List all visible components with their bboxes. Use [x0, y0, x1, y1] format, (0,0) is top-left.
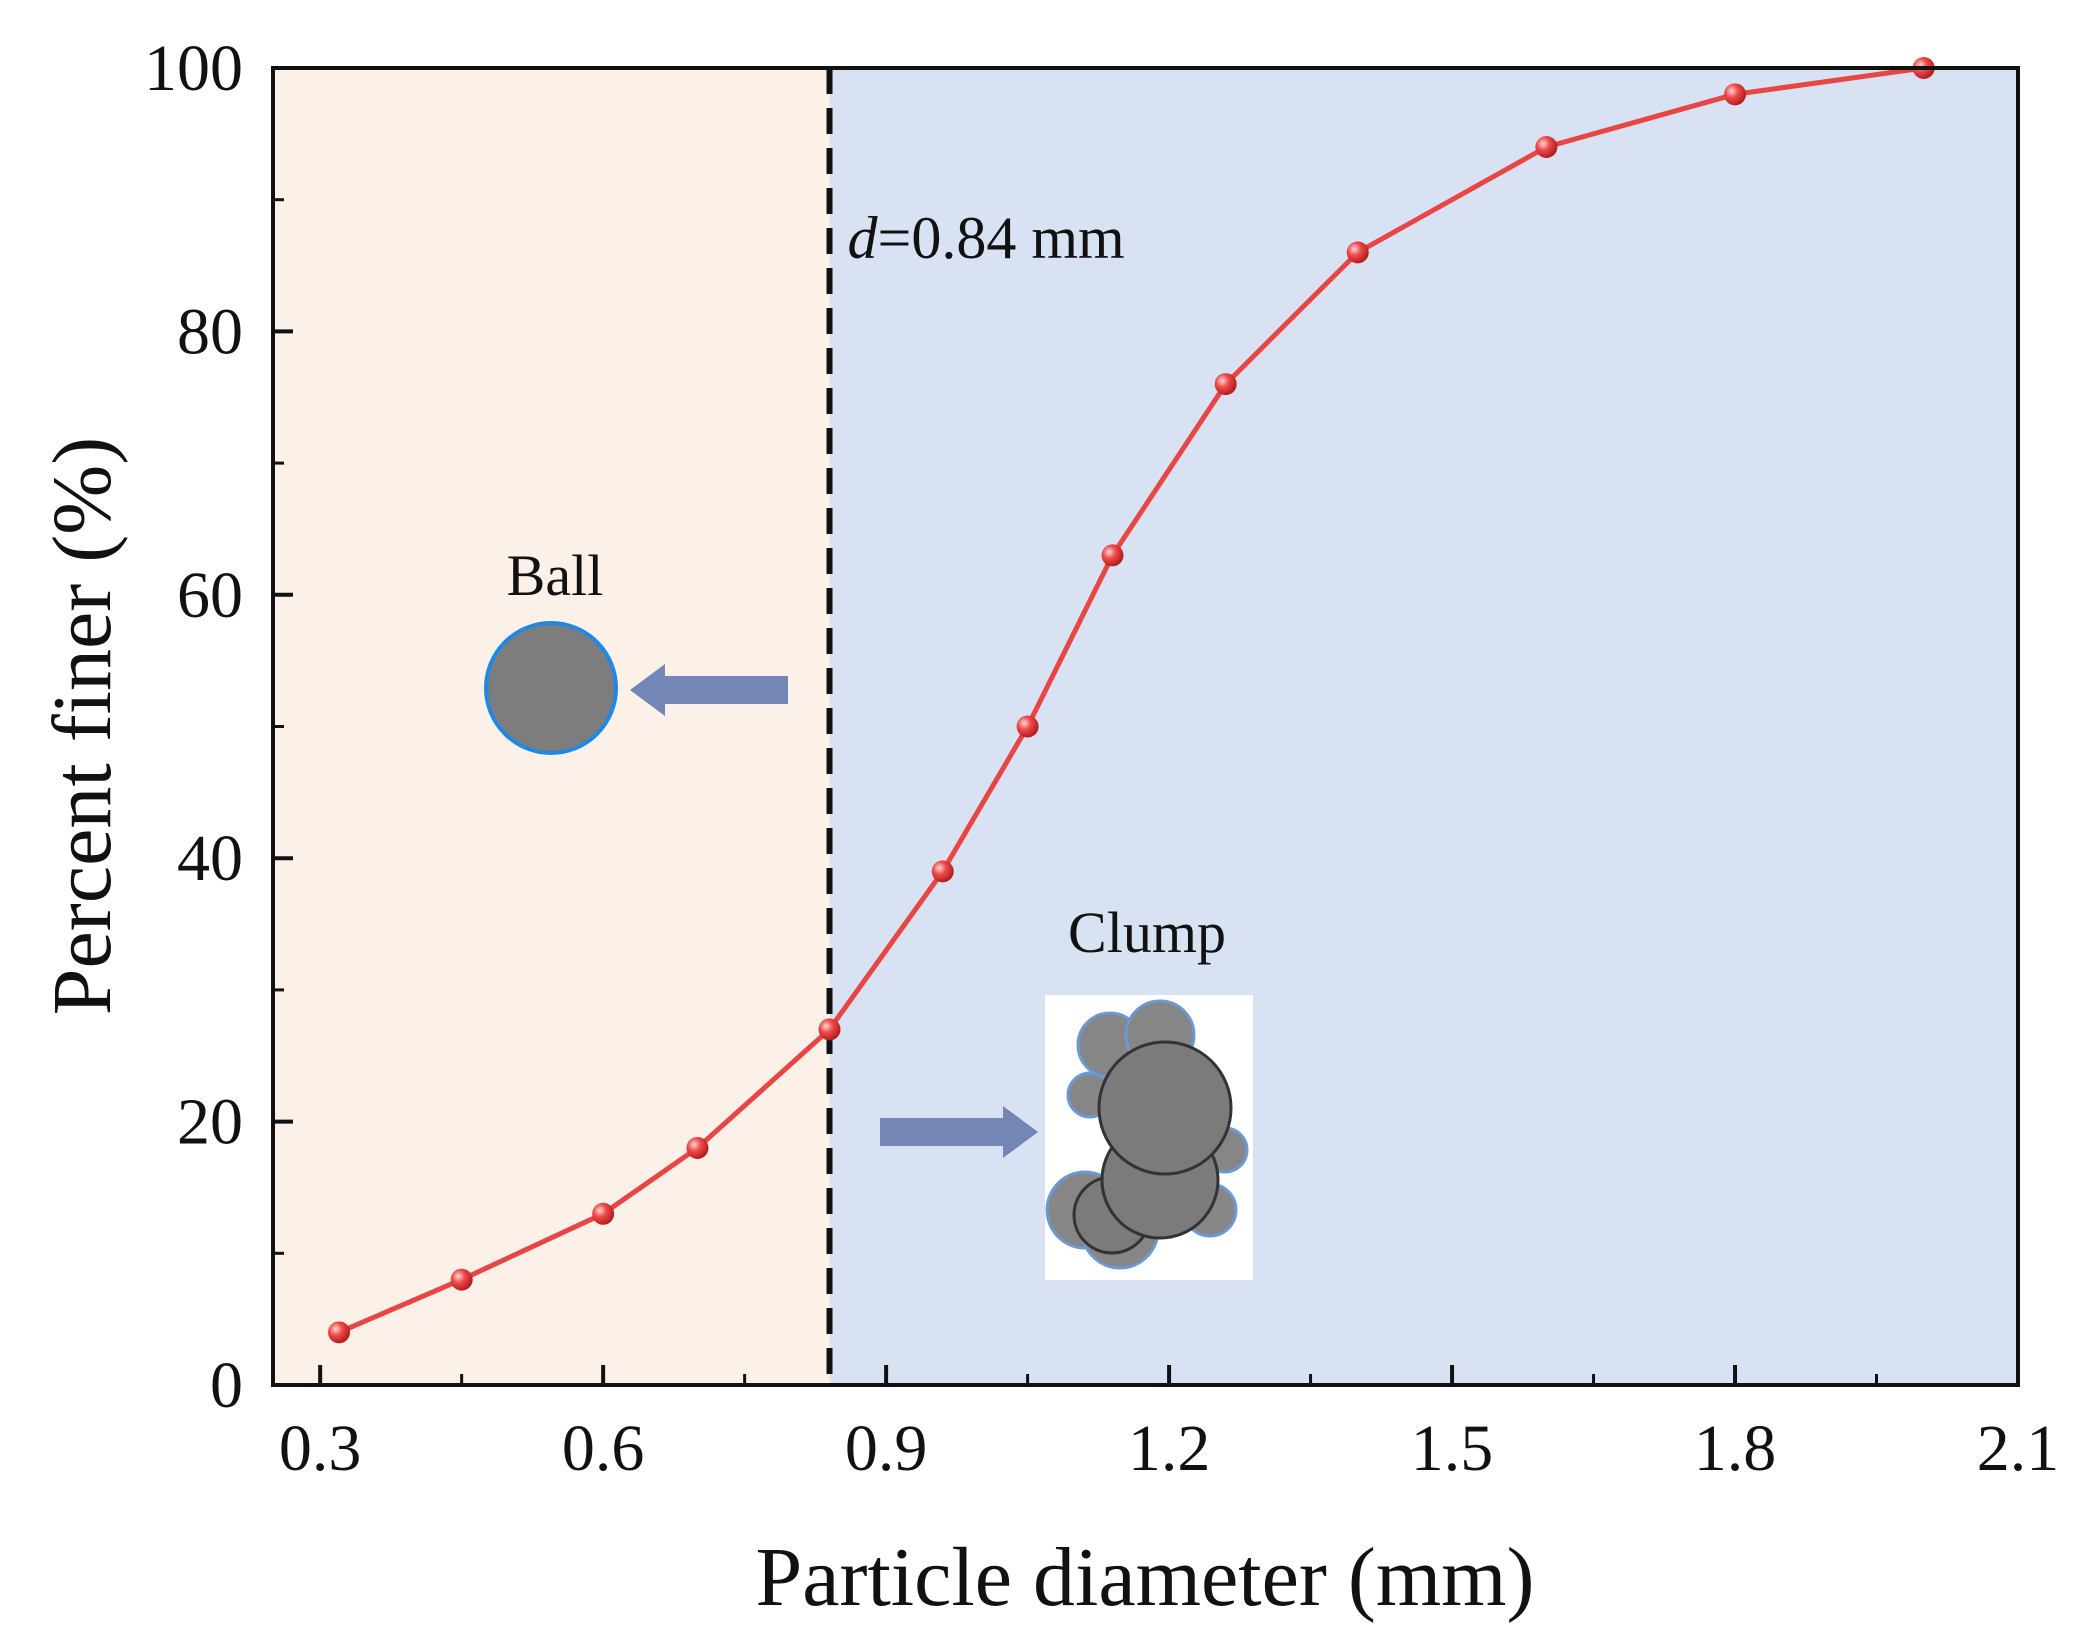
ball-label: Ball — [507, 543, 604, 608]
data-point — [818, 1018, 841, 1041]
arrow-right-icon — [880, 1106, 1038, 1158]
data-point — [686, 1136, 709, 1159]
x-tick-label: 1.5 — [1411, 1412, 1494, 1485]
data-point — [1535, 136, 1558, 159]
data-point — [328, 1321, 351, 1344]
data-point — [450, 1268, 473, 1291]
y-tick-label: 80 — [177, 295, 243, 368]
y-axis-title: Percent finer (%) — [36, 437, 129, 1015]
data-point — [931, 860, 954, 883]
data-point — [592, 1202, 615, 1225]
data-point — [1214, 373, 1237, 396]
threshold-label: d=0.84 mm — [848, 205, 1125, 271]
x-tick-label: 0.9 — [845, 1412, 928, 1485]
y-tick-label: 60 — [177, 559, 243, 632]
x-axis-title: Particle diameter (mm) — [755, 1531, 1534, 1624]
y-tick-label: 20 — [177, 1086, 243, 1159]
x-tick-label: 1.2 — [1128, 1412, 1211, 1485]
threshold-variable: d — [848, 205, 879, 271]
data-point — [1346, 241, 1369, 264]
x-tick-label: 1.8 — [1694, 1412, 1777, 1485]
ball-icon — [484, 621, 618, 755]
clump-label: Clump — [1068, 900, 1226, 965]
threshold-value: =0.84 mm — [878, 205, 1125, 271]
data-point — [1016, 715, 1039, 738]
x-tick-label: 0.3 — [279, 1412, 362, 1485]
y-tick-label: 0 — [210, 1349, 243, 1422]
x-tick-label: 0.6 — [562, 1412, 645, 1485]
y-tick-label: 100 — [144, 32, 243, 105]
clump-icon — [1045, 995, 1253, 1280]
data-point — [1724, 83, 1747, 106]
data-point — [1101, 544, 1124, 567]
x-tick-label: 2.1 — [1977, 1412, 2060, 1485]
y-tick-label: 40 — [177, 822, 243, 895]
arrow-left-icon — [630, 664, 788, 716]
